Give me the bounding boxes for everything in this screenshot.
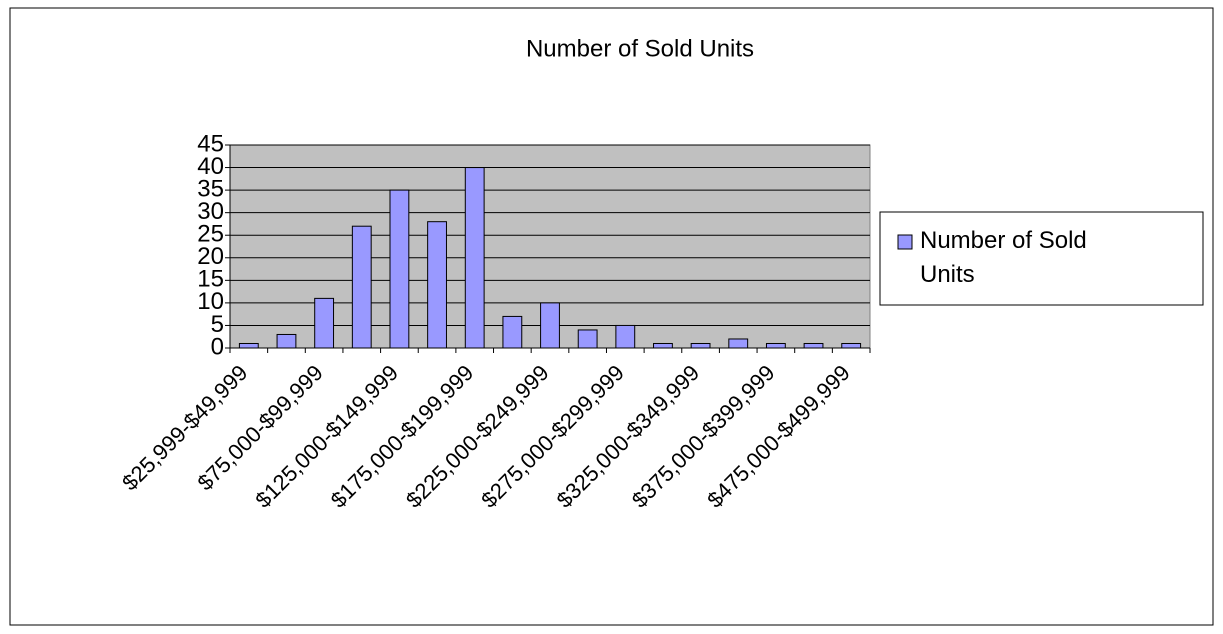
bar <box>314 297 335 349</box>
bar <box>540 302 560 349</box>
y-tick-label: 45 <box>197 130 224 157</box>
y-tick-label: 25 <box>197 221 224 248</box>
y-tick-label: 35 <box>197 175 224 202</box>
bar <box>765 342 786 349</box>
y-tick-label: 40 <box>197 153 224 180</box>
bar <box>653 342 673 349</box>
bar <box>276 333 297 349</box>
bar <box>841 342 862 349</box>
legend <box>879 211 1204 306</box>
bar <box>577 329 598 349</box>
y-tick-label: 10 <box>197 288 224 315</box>
bar <box>690 342 711 349</box>
legend-label: Number of Sold Units <box>920 227 1093 288</box>
bar <box>427 221 447 349</box>
legend-swatch <box>897 234 913 250</box>
bar <box>728 338 749 349</box>
bar <box>238 342 259 349</box>
y-tick-label: 5 <box>211 311 224 338</box>
bar <box>351 225 372 349</box>
bar <box>615 324 636 349</box>
y-tick-label: 30 <box>197 198 224 225</box>
y-tick-label: 0 <box>211 333 224 360</box>
bar <box>464 167 485 349</box>
y-tick-label: 15 <box>197 266 224 293</box>
y-tick-label: 20 <box>197 243 224 270</box>
bar <box>803 342 824 349</box>
bar <box>502 315 523 349</box>
bar <box>389 189 410 349</box>
chart-title: Number of Sold Units <box>526 35 754 62</box>
